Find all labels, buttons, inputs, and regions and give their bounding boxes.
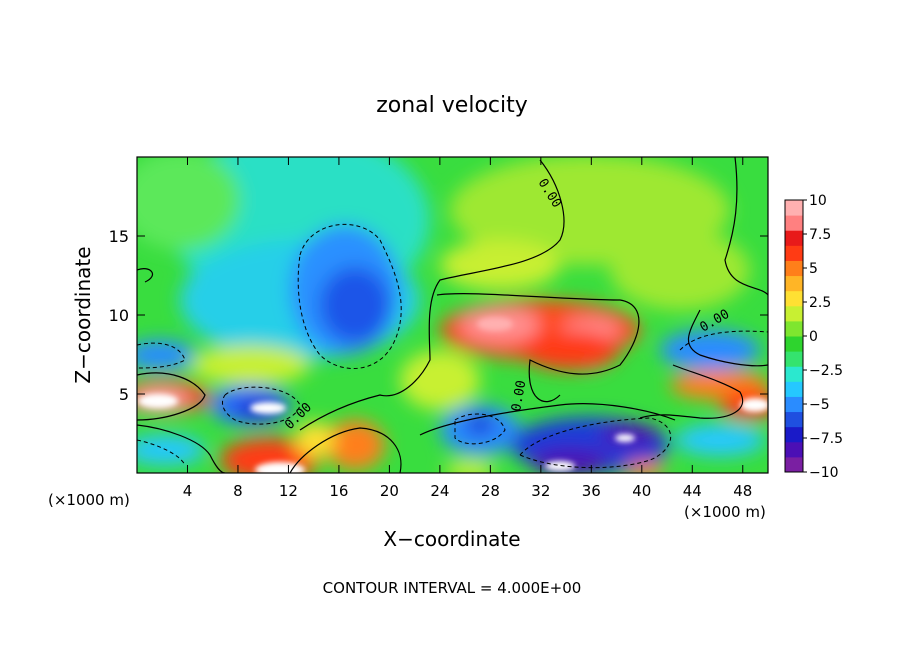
colorbar-tick-label: −2.5 xyxy=(809,363,843,379)
x-axis: 4 8 12 16 20 24 28 32 36 40 44 48 xyxy=(183,157,752,500)
x-axis-label: X−coordinate xyxy=(383,527,520,551)
x-tick-label: 20 xyxy=(380,482,399,500)
colorbar-tick-label: 2.5 xyxy=(809,295,831,311)
colorbar-tick-label: 10 xyxy=(809,193,827,209)
x-unit-right: (×1000 m) xyxy=(684,503,766,521)
colorbar-tick-label: 0 xyxy=(809,329,818,345)
colorbar-tick-label: −7.5 xyxy=(809,431,843,447)
x-tick-label: 4 xyxy=(183,482,193,500)
x-tick-label: 16 xyxy=(329,482,348,500)
colorbar-swatch xyxy=(785,426,803,443)
colorbar-tick-label: −5 xyxy=(809,397,830,413)
colorbar-swatch xyxy=(785,411,803,428)
x-tick-label: 40 xyxy=(632,482,651,500)
x-tick-label: 8 xyxy=(233,482,243,500)
x-tick-label: 36 xyxy=(582,482,601,500)
y-tick-label: 10 xyxy=(109,306,129,325)
colorbar-tick-label: 5 xyxy=(809,261,818,277)
colorbar-swatch xyxy=(785,366,803,382)
contour-interval-footer: CONTOUR INTERVAL = 4.000E+00 xyxy=(323,579,582,597)
colorbar-swatch xyxy=(785,456,803,473)
x-unit-left: (×1000 m) xyxy=(48,491,130,509)
colorbar-tick-label: −10 xyxy=(809,465,839,481)
colorbar-swatch xyxy=(785,320,803,337)
colorbar-swatch xyxy=(785,215,803,231)
y-tick-label: 15 xyxy=(109,227,129,246)
x-tick-label: 28 xyxy=(481,482,500,500)
colorbar-swatch xyxy=(785,441,803,458)
y-tick-label: 5 xyxy=(119,385,129,404)
colorbar: 10 7.5 5 2.5 0 −2.5 −5 −7.5 −10 xyxy=(784,193,843,481)
y-axis: 5 10 15 xyxy=(109,227,768,404)
colorbar-swatch xyxy=(785,245,803,261)
y-axis-label: Z−coordinate xyxy=(71,246,95,383)
colorbar-swatch xyxy=(785,260,803,277)
x-tick-label: 44 xyxy=(683,482,702,500)
x-tick-label: 24 xyxy=(430,482,449,500)
contour-label-4: 0.00 xyxy=(509,379,529,412)
colorbar-swatch xyxy=(785,230,803,246)
colorbar-swatch xyxy=(785,381,803,397)
chart-title: zonal velocity xyxy=(376,93,528,118)
x-tick-label: 48 xyxy=(733,482,752,500)
heatmap-field: 0.00 0.00 0.00 0.00 xyxy=(137,157,768,473)
colorbar-tick-label: 7.5 xyxy=(809,227,831,243)
x-tick-label: 12 xyxy=(279,482,298,500)
colorbar-swatch xyxy=(785,305,803,322)
colorbar-swatch xyxy=(785,351,803,367)
colorbar-swatch xyxy=(785,336,803,352)
colorbar-swatch xyxy=(785,396,803,413)
colorbar-swatch xyxy=(785,275,803,292)
colorbar-swatch xyxy=(785,290,803,307)
colorbar-swatch xyxy=(785,200,803,216)
x-tick-label: 32 xyxy=(531,482,550,500)
